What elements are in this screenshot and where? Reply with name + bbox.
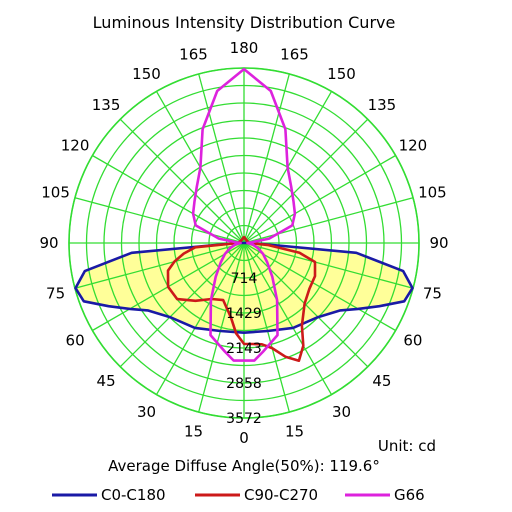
legend-label: C90-C270 — [244, 486, 318, 504]
angle-tick-label: 90 — [39, 234, 58, 252]
angle-tick-label: 45 — [97, 372, 116, 390]
angle-tick-label: 60 — [66, 332, 85, 350]
grid-spoke — [74, 242, 245, 289]
angle-tick-label: 120 — [399, 137, 428, 155]
radial-tick-label: 1429 — [226, 306, 262, 322]
chart-title: Luminous Intensity Distribution Curve — [93, 13, 396, 32]
series-line-c90-c270 — [166, 235, 317, 362]
grid-spoke — [74, 197, 245, 244]
angle-tick-label: 30 — [137, 403, 156, 421]
grid-spoke — [155, 242, 245, 395]
angle-tick-label: 75 — [423, 285, 442, 303]
angle-tick-label: 90 — [429, 234, 448, 252]
radial-tick-label: 3572 — [226, 411, 262, 427]
grid-spoke — [243, 242, 414, 289]
angle-tick-label: 0 — [239, 429, 249, 447]
angle-tick-label: 105 — [418, 184, 447, 202]
angle-tick-label: 150 — [327, 65, 356, 83]
angle-tick-label: 180 — [230, 39, 259, 57]
series-line-c0-c180 — [74, 241, 414, 334]
grid-spoke — [198, 73, 245, 244]
radial-tick-label: 2143 — [226, 341, 262, 357]
legend: C0-C180 C90-C270 G66 — [52, 486, 425, 504]
angle-tick-label: 150 — [132, 65, 161, 83]
angle-tick-label: 120 — [61, 137, 90, 155]
grid-spoke — [243, 242, 333, 395]
diffuse-angle-label: Average Diffuse Angle(50%): 119.6° — [108, 457, 380, 475]
angle-tick-label: 60 — [403, 332, 422, 350]
grid-spoke — [119, 242, 245, 368]
unit-label: Unit: cd — [378, 437, 436, 455]
grid-spoke — [198, 242, 245, 413]
series-line-g66 — [191, 67, 297, 362]
grid-spoke — [119, 118, 245, 244]
grid-spoke — [243, 242, 396, 332]
grid-spoke — [92, 154, 245, 244]
legend-label: G66 — [394, 486, 425, 504]
grid-spoke — [243, 242, 369, 368]
angle-tick-label: 75 — [46, 285, 65, 303]
radial-tick-label: 2858 — [226, 376, 262, 392]
angle-tick-label: 30 — [332, 403, 351, 421]
angle-tick-label: 105 — [41, 184, 70, 202]
angle-tick-label: 45 — [372, 372, 391, 390]
grid-spoke — [243, 242, 290, 413]
angle-tick-label: 15 — [285, 422, 304, 440]
angle-tick-label: 135 — [368, 96, 397, 114]
grid-spoke — [243, 197, 414, 244]
angle-tick-label: 165 — [179, 46, 208, 64]
angle-tick-label: 135 — [92, 96, 121, 114]
angle-tick-label: 15 — [184, 422, 203, 440]
radial-tick-label: 714 — [231, 271, 258, 287]
grid-spoke — [243, 118, 369, 244]
grid-spoke — [243, 73, 290, 244]
grid-spoke — [243, 154, 396, 244]
angle-tick-label: 165 — [280, 46, 309, 64]
legend-label: C0-C180 — [101, 486, 166, 504]
